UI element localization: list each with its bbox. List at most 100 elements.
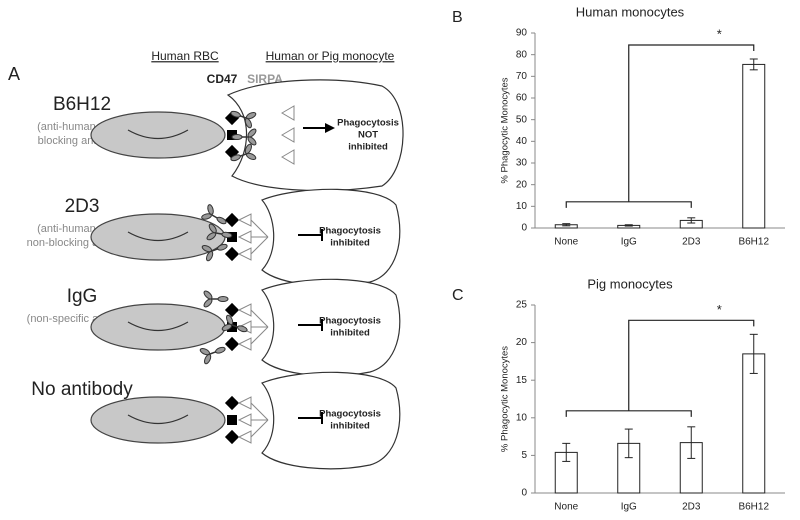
antibody bbox=[231, 128, 257, 146]
error-bar bbox=[687, 217, 696, 224]
chart-title: Human monocytes bbox=[576, 4, 685, 19]
antibody bbox=[230, 110, 257, 129]
antibody-arm bbox=[221, 323, 233, 331]
antibody-fc bbox=[237, 325, 248, 333]
bar bbox=[742, 63, 766, 229]
antibody bbox=[221, 314, 248, 333]
chart-title: Pig monocytes bbox=[587, 276, 673, 291]
error-bar bbox=[562, 442, 571, 462]
x-tick-label: B6H12 bbox=[738, 237, 769, 248]
outcome: inhibited bbox=[348, 142, 388, 153]
significance-star: * bbox=[717, 302, 722, 317]
outcome: inhibited bbox=[330, 328, 370, 339]
cd47 bbox=[227, 232, 237, 242]
antibody-arm bbox=[204, 353, 212, 365]
monocyte bbox=[260, 188, 401, 287]
y-axis-label: % Phagocytic Monocytes bbox=[500, 77, 511, 183]
monocyte bbox=[260, 278, 401, 377]
y-tick-label: 60 bbox=[516, 93, 528, 104]
outcome: inhibited bbox=[330, 238, 370, 249]
antibody bbox=[203, 290, 229, 308]
x-tick-label: 2D3 bbox=[682, 502, 701, 513]
antibody-arm bbox=[208, 223, 217, 234]
rbc bbox=[90, 111, 226, 159]
significance-bracket bbox=[565, 201, 692, 208]
sirpa bbox=[237, 396, 252, 410]
antibody-arm bbox=[207, 204, 214, 215]
cd47 bbox=[224, 246, 240, 262]
x-tick-label: None bbox=[554, 237, 578, 248]
antibody bbox=[230, 143, 257, 162]
significance-bracket bbox=[565, 410, 692, 417]
antibody bbox=[201, 243, 228, 262]
cd47 bbox=[227, 415, 237, 425]
antibody bbox=[199, 346, 226, 365]
panel-label: B bbox=[452, 9, 463, 26]
antibody-arm bbox=[203, 298, 213, 308]
x-tick-label: IgG bbox=[621, 502, 637, 513]
antibody bbox=[201, 204, 227, 225]
significance-bracket bbox=[628, 44, 755, 202]
rbc bbox=[90, 213, 226, 261]
sirpa bbox=[281, 105, 295, 121]
x-tick-label: B6H12 bbox=[738, 502, 769, 513]
outcome: Phagocytosis bbox=[319, 409, 381, 420]
antibody bbox=[206, 223, 233, 241]
antibody-fc bbox=[215, 346, 226, 354]
y-axis-label: % Phagocytic Monocytes bbox=[500, 346, 511, 452]
antibody-arm bbox=[247, 128, 257, 138]
rbc-dimple bbox=[127, 414, 189, 424]
error-bar bbox=[562, 223, 571, 227]
cd47 bbox=[224, 395, 240, 411]
sirpa bbox=[237, 230, 252, 244]
sirpa bbox=[281, 127, 295, 143]
antibody-arm bbox=[203, 290, 213, 300]
panel-label: A bbox=[8, 64, 20, 84]
y-tick-label: 0 bbox=[521, 223, 527, 234]
cd47 bbox=[227, 130, 237, 140]
column-header: Human or Pig monocyte bbox=[266, 49, 395, 63]
rbc-dimple bbox=[127, 129, 189, 139]
y-tick-label: 10 bbox=[516, 412, 528, 423]
antibody-arm bbox=[244, 117, 252, 129]
error-bar bbox=[749, 58, 758, 71]
antibody-arm bbox=[201, 213, 212, 220]
rbc bbox=[90, 396, 226, 444]
significance-star: * bbox=[717, 26, 722, 41]
receptor-label: CD47 bbox=[207, 72, 238, 86]
bar bbox=[742, 353, 766, 494]
x-tick-label: 2D3 bbox=[682, 237, 701, 248]
sirpa-link bbox=[250, 236, 269, 255]
antibody-fc bbox=[231, 134, 243, 140]
y-tick-label: 30 bbox=[516, 158, 528, 169]
y-tick-label: 10 bbox=[516, 201, 528, 212]
cd47 bbox=[224, 429, 240, 445]
y-tick-label: 20 bbox=[516, 179, 528, 190]
antibody-arm bbox=[226, 314, 234, 326]
antibody-arm bbox=[201, 245, 213, 253]
row-name: No antibody bbox=[31, 379, 133, 400]
antibody-arm bbox=[199, 348, 211, 356]
error-bar bbox=[749, 333, 758, 374]
sirpa bbox=[237, 213, 252, 227]
y-tick-label: 80 bbox=[516, 49, 528, 60]
cd47 bbox=[224, 336, 240, 352]
sirpa bbox=[237, 247, 252, 261]
x-tick-label: None bbox=[554, 502, 578, 513]
y-tick-label: 70 bbox=[516, 71, 528, 82]
sirpa-link bbox=[250, 419, 269, 438]
sirpa bbox=[237, 337, 252, 351]
sirpa-link bbox=[250, 326, 269, 345]
antibody-arm bbox=[206, 250, 214, 262]
sirpa-link bbox=[250, 219, 269, 238]
antibody-arm bbox=[247, 136, 257, 146]
y-tick-label: 15 bbox=[516, 375, 528, 386]
sirpa bbox=[237, 430, 252, 444]
row-name: IgG bbox=[67, 286, 98, 307]
y-tick-label: 40 bbox=[516, 136, 528, 147]
error-bar bbox=[687, 426, 696, 459]
y-tick-label: 20 bbox=[516, 337, 528, 348]
outcome: Phagocytosis bbox=[319, 316, 381, 327]
antibody-fc bbox=[230, 154, 241, 162]
